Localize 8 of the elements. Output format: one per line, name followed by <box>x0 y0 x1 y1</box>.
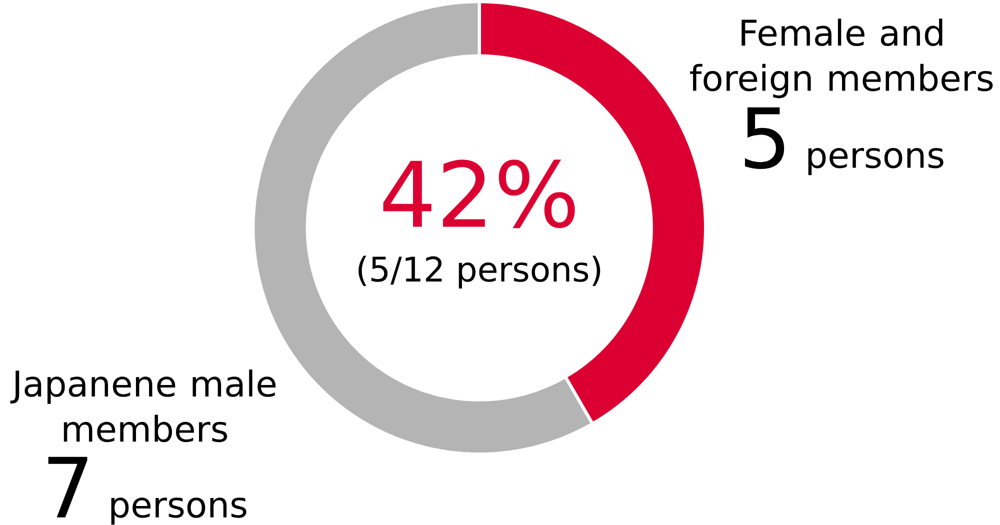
data-label: 7 <box>48 457 88 518</box>
data-label: 5 <box>744 107 784 170</box>
text: persons <box>111 498 246 525</box>
text: persons <box>808 148 944 176</box>
text: 42% <box>383 160 575 228</box>
slice-label: Japanene male members <box>10 370 276 442</box>
slice-label: Female and foreign members <box>690 18 993 98</box>
text: (5/12 persons) <box>358 256 600 289</box>
